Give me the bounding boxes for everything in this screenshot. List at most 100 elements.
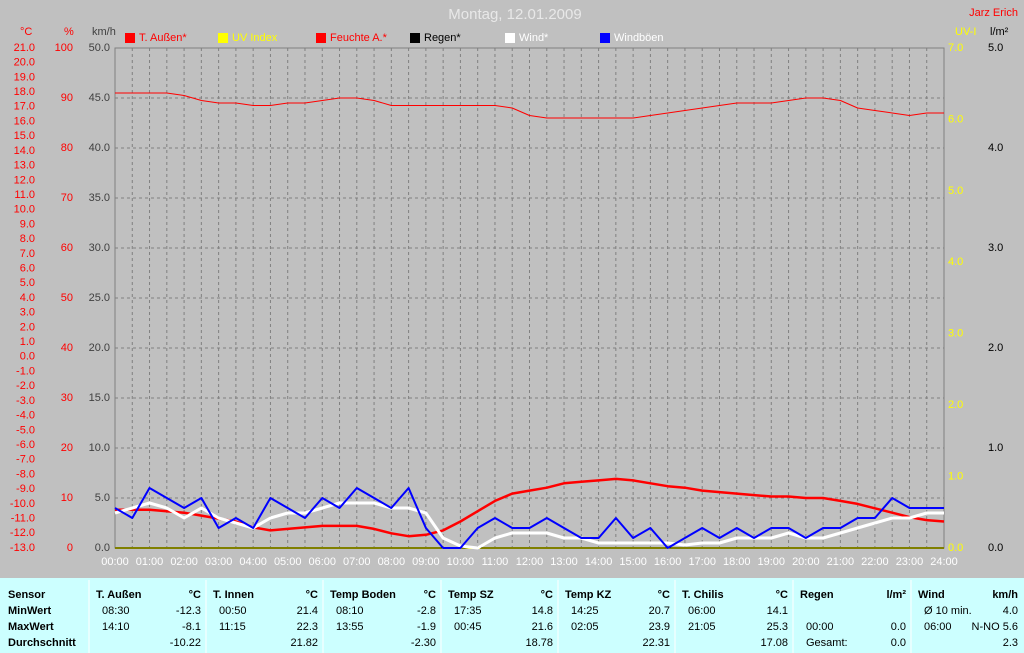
y-tick-label: 50 [61,292,73,304]
cell-time: Gesamt: [806,637,848,649]
column-header: T. Außen [96,589,142,601]
cell-value: 2.3 [1003,637,1018,649]
column-unit: °C [658,589,670,601]
row-label: MinWert [8,605,52,617]
y-tick-label: 0.0 [20,351,35,363]
cell-value: -12.3 [176,605,201,617]
y-tick-label: 10.0 [89,442,110,454]
cell-value: 21.82 [290,637,318,649]
axis-unit: km/h [92,26,116,38]
x-tick-label: 05:00 [274,556,302,568]
y-tick-label: 5.0 [20,277,35,289]
y-tick-label: 20.0 [89,342,110,354]
x-tick-label: 16:00 [654,556,682,568]
cell-value: -2.30 [411,637,436,649]
legend-swatch [600,33,610,43]
y-tick-label: 50.0 [89,42,110,54]
legend-label: Feuchte A.* [330,32,388,44]
x-tick-label: 04:00 [239,556,267,568]
legend-swatch [316,33,326,43]
x-tick-label: 22:00 [861,556,889,568]
cell-value: 22.31 [642,637,670,649]
column-unit: °C [306,589,318,601]
cell-value: 23.9 [649,621,670,633]
y-tick-label: -3.0 [16,395,35,407]
x-tick-label: 20:00 [792,556,820,568]
cell-time: 00:00 [806,621,834,633]
y-tick-label: 0 [67,542,73,554]
cell-time: 00:45 [454,621,482,633]
legend-label: Regen* [424,32,461,44]
y-tick-label: 3.0 [948,328,963,340]
cell-value: N-NO 5.6 [972,621,1018,633]
row-label: MaxWert [8,621,54,633]
column-unit: l/m² [886,589,906,601]
x-tick-label: 13:00 [550,556,578,568]
y-tick-label: 10.0 [14,204,35,216]
series-line [114,487,944,549]
y-tick-label: -4.0 [16,410,35,422]
y-tick-label: 15.0 [89,392,110,404]
column-header: Regen [800,589,834,601]
y-tick-label: -13.0 [10,542,35,554]
x-tick-label: 18:00 [723,556,751,568]
y-tick-label: 14.0 [14,145,35,157]
y-tick-label: 8.0 [20,233,35,245]
cell-time: 11:15 [219,621,246,633]
column-header: T. Chilis [682,589,724,601]
legend-swatch [125,33,135,43]
legend-swatch [410,33,420,43]
x-tick-label: 19:00 [758,556,786,568]
y-tick-label: -12.0 [10,527,35,539]
y-tick-label: 6.0 [948,113,963,125]
y-tick-label: 5.0 [948,185,963,197]
y-tick-label: 0.0 [948,542,963,554]
x-tick-label: 15:00 [619,556,647,568]
y-tick-label: -6.0 [16,439,35,451]
series-line [115,92,944,119]
y-tick-label: 1.0 [988,442,1003,454]
y-tick-label: 2.0 [20,321,35,333]
x-tick-label: 14:00 [585,556,613,568]
y-tick-label: 5.0 [988,42,1003,54]
cell-time: 21:05 [688,621,716,633]
y-tick-label: 12.0 [14,174,35,186]
y-tick-label: 15.0 [14,130,35,142]
legend-label: T. Außen* [139,32,187,44]
cell-value: -1.9 [417,621,436,633]
cell-time: 14:10 [102,621,130,633]
column-header: Temp Boden [330,589,396,601]
y-tick-label: 1.0 [948,470,963,482]
cell-value: 18.78 [525,637,553,649]
y-tick-label: 100 [55,42,73,54]
owner: Jarz Erich [969,7,1018,19]
y-tick-label: 19.0 [14,71,35,83]
y-tick-label: 3.0 [988,242,1003,254]
legend-label: UV Index [232,32,278,44]
y-tick-label: 3.0 [20,307,35,319]
y-tick-label: 4.0 [948,256,963,268]
x-tick-label: 06:00 [308,556,336,568]
x-tick-label: 12:00 [516,556,544,568]
x-tick-label: 24:00 [930,556,958,568]
y-tick-label: 30 [61,392,73,404]
cell-value: 14.8 [532,605,553,617]
x-tick-label: 07:00 [343,556,371,568]
y-tick-label: 30.0 [89,242,110,254]
cell-value: 22.3 [297,621,318,633]
y-tick-label: 7.0 [948,42,963,54]
y-tick-label: 60 [61,242,73,254]
cell-time: 13:55 [336,621,364,633]
y-tick-label: 16.0 [14,115,35,127]
cell-value: -8.1 [182,621,201,633]
legend-label: Wind* [519,32,549,44]
y-tick-label: 7.0 [20,248,35,260]
y-tick-label: 70 [61,192,73,204]
y-tick-label: 35.0 [89,192,110,204]
x-tick-label: 21:00 [827,556,855,568]
y-tick-label: 40.0 [89,142,110,154]
cell-value: 21.6 [532,621,553,633]
column-header: Temp SZ [448,589,494,601]
cell-time: Ø 10 min. [924,605,972,617]
